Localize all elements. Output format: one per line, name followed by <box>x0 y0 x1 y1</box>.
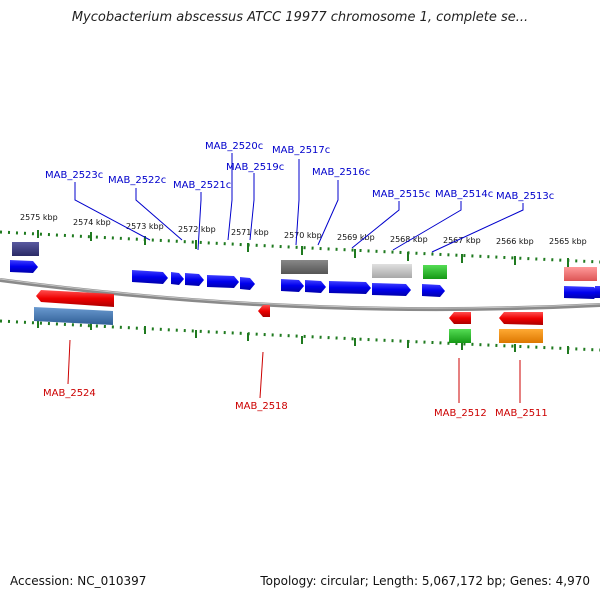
gene-feature[interactable] <box>449 312 471 324</box>
reverse-leader-lines <box>67 339 521 403</box>
gene-label[interactable]: MAB_2524 <box>43 388 96 399</box>
tick-label: 2575 kbp <box>20 213 58 222</box>
annotation-box[interactable] <box>564 267 597 281</box>
tick-labels: 2575 kbp 2574 kbp 2573 kbp 2572 kbp 2571… <box>20 213 587 246</box>
tick-label: 2568 kbp <box>390 235 428 244</box>
gene-feature[interactable] <box>258 305 270 317</box>
tick-label: 2569 kbp <box>337 233 375 242</box>
forward-annotations[interactable] <box>12 242 597 281</box>
gene-label[interactable]: MAB_2518 <box>235 401 288 412</box>
tick-label: 2571 kbp <box>231 228 269 237</box>
gene-feature[interactable] <box>329 281 371 294</box>
gene-feature[interactable] <box>132 270 168 284</box>
reverse-gene-labels: MAB_2524 MAB_2518 MAB_2512 MAB_2511 <box>43 388 548 419</box>
annotation-box[interactable] <box>423 265 447 279</box>
gene-label[interactable]: MAB_2517c <box>272 145 330 156</box>
annotation-box[interactable] <box>34 307 113 325</box>
forward-genes[interactable] <box>10 260 600 299</box>
accession-text: Accession: NC_010397 <box>10 574 147 588</box>
gene-label[interactable]: MAB_2516c <box>312 167 370 178</box>
reverse-genes[interactable] <box>36 290 543 325</box>
tick-label: 2574 kbp <box>73 218 111 227</box>
annotation-box[interactable] <box>281 260 328 274</box>
chromosome-backbone <box>0 278 600 312</box>
annotation-box[interactable] <box>372 264 412 278</box>
gene-feature[interactable] <box>10 260 38 273</box>
gene-feature[interactable] <box>595 286 600 298</box>
forward-gene-labels: MAB_2523c MAB_2522c MAB_2521c MAB_2520c … <box>45 141 554 202</box>
gene-feature[interactable] <box>281 279 304 292</box>
summary-text: Topology: circular; Length: 5,067,172 bp… <box>260 574 590 588</box>
forward-leader-lines <box>74 153 524 253</box>
annotation-box[interactable] <box>499 329 543 343</box>
tick-label: 2567 kbp <box>443 236 481 245</box>
gene-feature[interactable] <box>171 272 184 285</box>
gene-label[interactable]: MAB_2515c <box>372 189 430 200</box>
outer-major-ticks <box>37 230 569 267</box>
reverse-annotations[interactable] <box>34 307 543 343</box>
gene-feature[interactable] <box>240 277 255 290</box>
gene-feature[interactable] <box>185 273 204 286</box>
gene-label[interactable]: MAB_2511 <box>495 408 548 419</box>
gene-label[interactable]: MAB_2522c <box>108 175 166 186</box>
tick-label: 2566 kbp <box>496 237 534 246</box>
gene-feature[interactable] <box>36 290 114 307</box>
tick-label: 2573 kbp <box>126 222 164 231</box>
annotation-box[interactable] <box>12 242 39 256</box>
gene-label[interactable]: MAB_2512 <box>434 408 487 419</box>
gene-label[interactable]: MAB_2520c <box>205 141 263 152</box>
tick-label: 2565 kbp <box>549 237 587 246</box>
gene-label[interactable]: MAB_2513c <box>496 191 554 202</box>
gene-feature[interactable] <box>305 280 326 293</box>
gene-feature[interactable] <box>207 275 239 288</box>
gene-label[interactable]: MAB_2514c <box>435 189 493 200</box>
inner-major-ticks <box>37 320 569 354</box>
chromosome-backbone-highlight <box>0 278 600 309</box>
gene-label[interactable]: MAB_2521c <box>173 180 231 191</box>
gene-feature[interactable] <box>372 283 411 296</box>
gene-feature[interactable] <box>499 312 543 325</box>
map-title: Mycobacterium abscessus ATCC 19977 chrom… <box>71 10 529 25</box>
gene-feature[interactable] <box>422 284 445 297</box>
gene-label[interactable]: MAB_2523c <box>45 170 103 181</box>
annotation-box[interactable] <box>449 329 471 343</box>
gene-label[interactable]: MAB_2519c <box>226 162 284 173</box>
tick-label: 2572 kbp <box>178 225 216 234</box>
gene-feature[interactable] <box>564 286 599 299</box>
tick-label: 2570 kbp <box>284 231 322 240</box>
